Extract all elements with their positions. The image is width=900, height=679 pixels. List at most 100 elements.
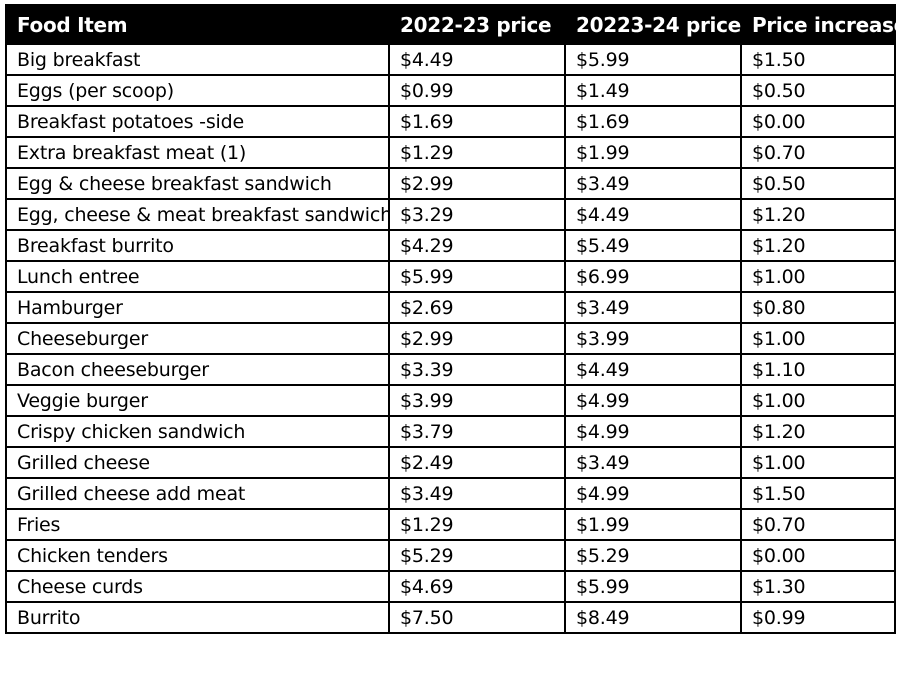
table-row: Veggie burger $3.99 $4.99 $1.00 <box>5 384 896 417</box>
price-2022-23-cell: $1.29 <box>388 136 566 169</box>
price-2023-24-cell: $6.99 <box>564 260 742 293</box>
price-2023-24-cell: $1.69 <box>564 105 742 138</box>
price-2022-23-cell: $7.50 <box>388 601 566 634</box>
price-2023-24-cell: $8.49 <box>564 601 742 634</box>
food-item-cell: Chicken tenders <box>5 539 390 572</box>
price-2023-24-cell: $4.49 <box>564 198 742 231</box>
food-item-cell: Grilled cheese add meat <box>5 477 390 510</box>
food-item-cell: Lunch entree <box>5 260 390 293</box>
price-2022-23-cell: $5.29 <box>388 539 566 572</box>
column-header-2023-24-price: 20223-24 price <box>564 4 742 45</box>
food-item-cell: Crispy chicken sandwich <box>5 415 390 448</box>
table-row: Hamburger $2.69 $3.49 $0.80 <box>5 291 896 324</box>
price-2022-23-cell: $2.49 <box>388 446 566 479</box>
price-increase-cell: $1.50 <box>740 43 896 76</box>
price-increase-cell: $1.20 <box>740 229 896 262</box>
price-increase-cell: $1.00 <box>740 384 896 417</box>
price-2022-23-cell: $5.99 <box>388 260 566 293</box>
price-increase-cell: $1.30 <box>740 570 896 603</box>
price-2023-24-cell: $4.99 <box>564 384 742 417</box>
food-item-cell: Burrito <box>5 601 390 634</box>
price-2022-23-cell: $3.29 <box>388 198 566 231</box>
price-increase-cell: $1.20 <box>740 415 896 448</box>
price-2022-23-cell: $1.69 <box>388 105 566 138</box>
price-2023-24-cell: $4.99 <box>564 415 742 448</box>
food-item-cell: Breakfast burrito <box>5 229 390 262</box>
price-2022-23-cell: $4.49 <box>388 43 566 76</box>
price-increase-cell: $0.80 <box>740 291 896 324</box>
food-item-cell: Extra breakfast meat (1) <box>5 136 390 169</box>
price-increase-cell: $1.00 <box>740 322 896 355</box>
food-item-cell: Cheese curds <box>5 570 390 603</box>
price-2022-23-cell: $3.99 <box>388 384 566 417</box>
price-increase-cell: $1.00 <box>740 446 896 479</box>
table-row: Egg, cheese & meat breakfast sandwich $3.… <box>5 198 896 231</box>
table-row: Bacon cheeseburger $3.39 $4.49 $1.10 <box>5 353 896 386</box>
price-increase-cell: $0.70 <box>740 508 896 541</box>
table-row: Fries $1.29 $1.99 $0.70 <box>5 508 896 541</box>
price-increase-cell: $0.50 <box>740 74 896 107</box>
price-2022-23-cell: $2.69 <box>388 291 566 324</box>
price-2023-24-cell: $5.49 <box>564 229 742 262</box>
price-2022-23-cell: $0.99 <box>388 74 566 107</box>
table-row: Grilled cheese add meat $3.49 $4.99 $1.50 <box>5 477 896 510</box>
price-increase-cell: $1.00 <box>740 260 896 293</box>
price-2023-24-cell: $3.49 <box>564 291 742 324</box>
table-row: Cheese curds $4.69 $5.99 $1.30 <box>5 570 896 603</box>
price-2023-24-cell: $3.49 <box>564 446 742 479</box>
price-2022-23-cell: $3.39 <box>388 353 566 386</box>
table-row: Breakfast potatoes -side $1.69 $1.69 $0.00 <box>5 105 896 138</box>
price-2022-23-cell: $4.69 <box>388 570 566 603</box>
table-row: Big breakfast $4.49 $5.99 $1.50 <box>5 43 896 76</box>
price-increase-cell: $0.00 <box>740 105 896 138</box>
price-2023-24-cell: $3.99 <box>564 322 742 355</box>
table-row: Breakfast burrito $4.29 $5.49 $1.20 <box>5 229 896 262</box>
food-item-cell: Bacon cheeseburger <box>5 353 390 386</box>
column-header-food-item: Food Item <box>5 4 390 45</box>
price-2022-23-cell: $4.29 <box>388 229 566 262</box>
price-2023-24-cell: $4.99 <box>564 477 742 510</box>
price-increase-cell: $0.00 <box>740 539 896 572</box>
table-body: Big breakfast $4.49 $5.99 $1.50 Eggs (per sc… <box>5 43 896 634</box>
price-increase-cell: $1.50 <box>740 477 896 510</box>
table-row: Lunch entree $5.99 $6.99 $1.00 <box>5 260 896 293</box>
food-item-cell: Veggie burger <box>5 384 390 417</box>
price-2023-24-cell: $1.99 <box>564 136 742 169</box>
food-price-table: Food Item 2022-23 price 20223-24 price P… <box>5 4 900 634</box>
price-increase-cell: $0.99 <box>740 601 896 634</box>
table-row: Cheeseburger $2.99 $3.99 $1.00 <box>5 322 896 355</box>
price-2022-23-cell: $2.99 <box>388 167 566 200</box>
price-2022-23-cell: $1.29 <box>388 508 566 541</box>
price-2023-24-cell: $3.49 <box>564 167 742 200</box>
price-increase-cell: $1.10 <box>740 353 896 386</box>
food-item-cell: Egg & cheese breakfast sandwich <box>5 167 390 200</box>
column-header-2022-23-price: 2022-23 price <box>388 4 566 45</box>
price-2023-24-cell: $5.29 <box>564 539 742 572</box>
food-item-cell: Grilled cheese <box>5 446 390 479</box>
table-row: Extra breakfast meat (1) $1.29 $1.99 $0.70 <box>5 136 896 169</box>
food-item-cell: Eggs (per scoop) <box>5 74 390 107</box>
price-2023-24-cell: $1.99 <box>564 508 742 541</box>
table-row: Burrito $7.50 $8.49 $0.99 <box>5 601 896 634</box>
price-2023-24-cell: $1.49 <box>564 74 742 107</box>
food-item-cell: Fries <box>5 508 390 541</box>
price-2022-23-cell: $3.49 <box>388 477 566 510</box>
price-2022-23-cell: $2.99 <box>388 322 566 355</box>
price-increase-cell: $1.20 <box>740 198 896 231</box>
price-table-container: Food Item 2022-23 price 20223-24 price P… <box>5 4 900 634</box>
food-item-cell: Cheeseburger <box>5 322 390 355</box>
table-row: Grilled cheese $2.49 $3.49 $1.00 <box>5 446 896 479</box>
price-increase-cell: $0.70 <box>740 136 896 169</box>
price-2023-24-cell: $5.99 <box>564 43 742 76</box>
food-item-cell: Hamburger <box>5 291 390 324</box>
food-item-cell: Big breakfast <box>5 43 390 76</box>
column-header-price-increase: Price increase <box>740 4 900 45</box>
table-row: Eggs (per scoop) $0.99 $1.49 $0.50 <box>5 74 896 107</box>
price-2022-23-cell: $3.79 <box>388 415 566 448</box>
food-item-cell: Breakfast potatoes -side <box>5 105 390 138</box>
table-header-row: Food Item 2022-23 price 20223-24 price P… <box>5 4 900 45</box>
table-row: Crispy chicken sandwich $3.79 $4.99 $1.20 <box>5 415 896 448</box>
price-increase-cell: $0.50 <box>740 167 896 200</box>
food-item-cell: Egg, cheese & meat breakfast sandwich <box>5 198 390 231</box>
price-2023-24-cell: $5.99 <box>564 570 742 603</box>
